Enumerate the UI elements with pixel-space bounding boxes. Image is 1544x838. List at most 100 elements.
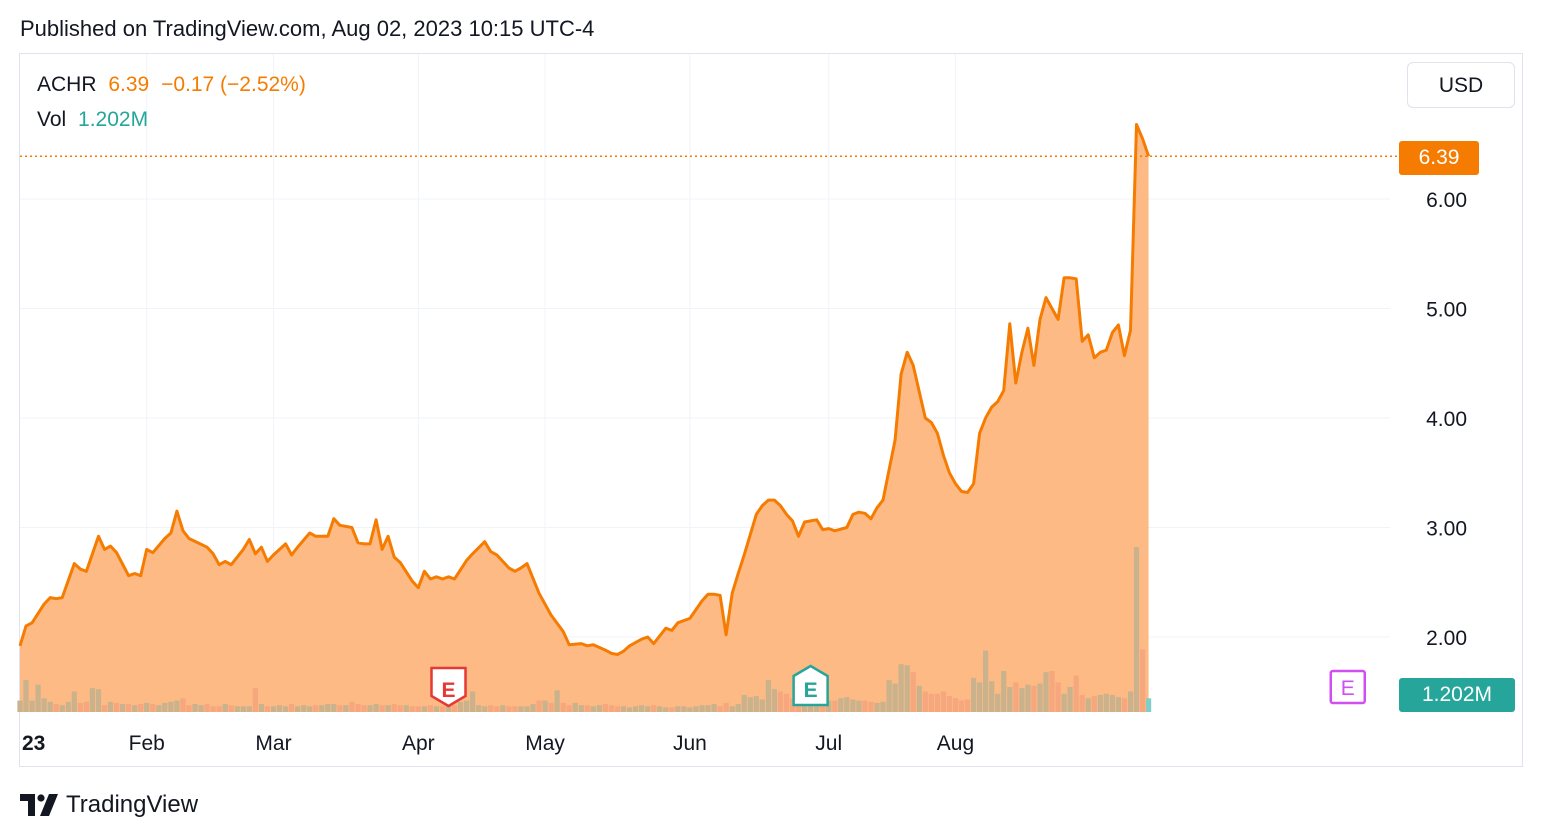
volume-bar (832, 700, 838, 712)
earnings-marker-label: E (804, 679, 818, 702)
volume-bar (633, 706, 639, 712)
volume-bar (892, 683, 898, 712)
volume-bar (614, 706, 621, 712)
volume-bar (488, 705, 494, 712)
volume-bar (276, 705, 283, 712)
legend-price: 6.39 (108, 73, 150, 96)
earnings-marker-label: E (1341, 677, 1355, 700)
volume-bar (264, 706, 270, 712)
volume-bar (1091, 696, 1097, 712)
volume-bar (114, 702, 120, 712)
volume-bar (216, 706, 222, 712)
volume-bar (1013, 682, 1019, 712)
volume-bar (506, 706, 512, 712)
volume-bar (71, 691, 77, 712)
volume-bar (367, 705, 373, 712)
volume-bar (234, 706, 240, 712)
volume-bar (361, 705, 367, 712)
volume-bar (1049, 671, 1055, 712)
price-area (20, 124, 1149, 712)
volume-bar (464, 700, 470, 712)
volume-bar (729, 706, 735, 712)
volume-bar (681, 706, 687, 712)
volume-bar (687, 707, 693, 712)
volume-bar (427, 705, 433, 712)
volume-bar (663, 707, 669, 712)
volume-bar (1109, 694, 1115, 712)
volume-bar (572, 702, 578, 712)
volume-bar (307, 706, 313, 712)
volume-bar (319, 705, 325, 712)
volume-bar (910, 672, 916, 712)
volume-bar (482, 706, 488, 712)
volume-bar (783, 693, 790, 712)
volume-bar (759, 699, 765, 712)
volume-bar (898, 664, 904, 712)
volume-bar (639, 705, 645, 712)
volume-bar (512, 706, 518, 712)
volume-bar (168, 701, 174, 712)
volume-bar (246, 706, 252, 712)
volume-bar (1115, 697, 1121, 712)
volume-bar (1127, 691, 1134, 712)
volume-bar (596, 705, 602, 712)
x-tick-label: Aug (937, 732, 974, 755)
volume-bar (252, 688, 258, 712)
legend-vol-label[interactable]: Vol (37, 108, 67, 131)
volume-bar (669, 707, 675, 712)
volume-bar (530, 704, 536, 712)
volume-bar (536, 700, 542, 712)
volume-bar (451, 705, 458, 712)
volume-bar (53, 704, 59, 712)
volume-bar (741, 694, 747, 712)
earnings-marker-beat[interactable] (792, 664, 829, 707)
volume-bar (771, 689, 777, 712)
volume-bar (23, 680, 29, 712)
earnings-marker-upcoming[interactable] (1329, 669, 1367, 705)
volume-bar (301, 705, 307, 712)
volume-bar (59, 705, 65, 712)
tradingview-logo-icon (20, 794, 58, 816)
volume-bar (850, 699, 856, 712)
volume-bar (995, 693, 1001, 712)
volume-bar (150, 704, 156, 712)
volume-bar (343, 705, 349, 712)
volume-bar (289, 704, 295, 712)
volume-bar (144, 702, 150, 712)
earnings-marker-missed[interactable] (430, 666, 467, 708)
volume-bar (868, 701, 874, 712)
volume-bar (777, 691, 783, 712)
volume-bar (1007, 687, 1013, 712)
volume-bar (826, 700, 832, 712)
earnings-marker-label: E (441, 679, 455, 702)
volume-bar (433, 706, 439, 712)
volume-bar (705, 705, 711, 712)
volume-bar (1103, 693, 1109, 712)
volume-bar (675, 706, 681, 712)
volume-bar (645, 706, 651, 712)
volume-bar (1025, 684, 1031, 712)
volume-bar (1037, 683, 1043, 712)
volume-bar (1121, 698, 1127, 712)
x-tick-label: Mar (255, 732, 291, 755)
volume-bar (35, 684, 41, 712)
volume-bar (403, 705, 409, 712)
volume-bar (922, 691, 928, 712)
last-volume-badge: 1.202M (1399, 678, 1515, 712)
volume-bar (971, 677, 977, 712)
volume-bar (192, 704, 198, 712)
volume-bar (548, 702, 554, 712)
currency-button[interactable]: USD (1407, 62, 1515, 108)
footer-logo[interactable]: TradingView (20, 788, 198, 822)
volume-bar (415, 706, 421, 712)
volume-bar (313, 705, 319, 712)
volume-bar (95, 689, 102, 712)
volume-bar (566, 705, 572, 712)
volume-bar (47, 701, 53, 712)
legend-change: −0.17 (−2.52%) (161, 73, 306, 96)
legend-symbol[interactable]: ACHR (37, 73, 97, 96)
volume-bar (379, 705, 385, 712)
volume-bar (518, 706, 524, 712)
volume-bar (904, 665, 910, 712)
